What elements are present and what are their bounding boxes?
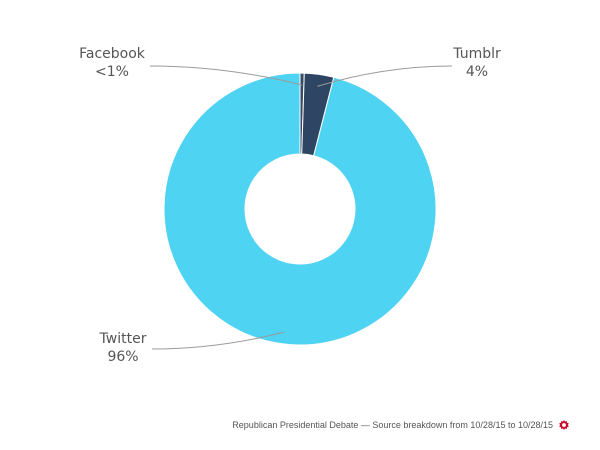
footer-caption: Republican Presidential Debate — Source … (232, 420, 553, 430)
donut-slices (163, 72, 437, 346)
slice-labels: Facebook <1% Tumblr 4% Twitter 96% (79, 46, 501, 365)
slice-value-facebook: <1% (95, 64, 129, 80)
leader-line-twitter (151, 331, 285, 350)
chart-footer: Republican Presidential Debate — Source … (232, 419, 570, 431)
slice-label-tumblr: Tumblr (452, 46, 501, 62)
slice-value-tumblr: 4% (466, 64, 488, 80)
slice-label-twitter: Twitter (99, 331, 147, 347)
slice-twitter[interactable] (163, 72, 437, 346)
leader-line-facebook (149, 65, 303, 86)
gear-icon[interactable] (558, 419, 570, 431)
slice-label-facebook: Facebook (79, 46, 146, 62)
slice-value-twitter: 96% (107, 349, 138, 365)
leader-line-tumblr (317, 65, 453, 87)
leader-lines (149, 65, 453, 350)
